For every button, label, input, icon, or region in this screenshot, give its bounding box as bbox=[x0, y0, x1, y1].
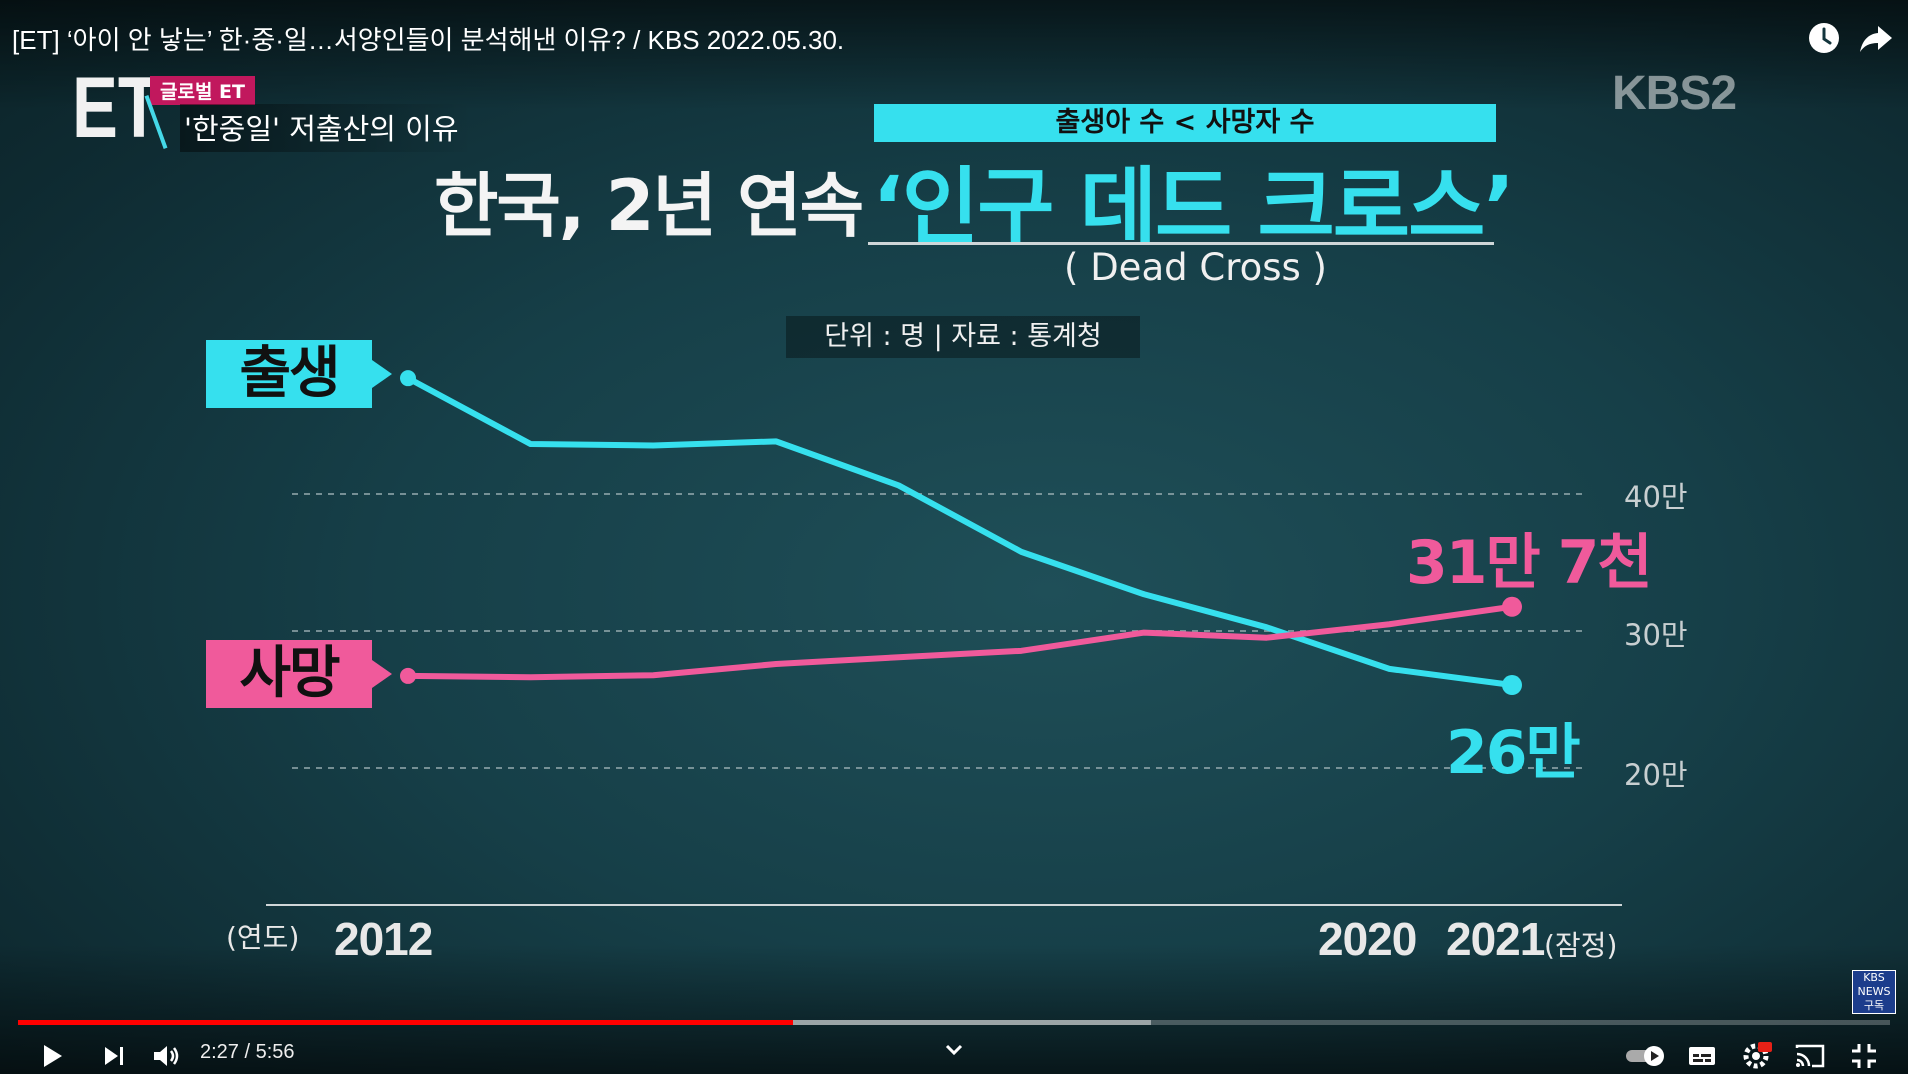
time-display: 2:27 / 5:56 bbox=[200, 1041, 295, 1064]
cast-icon[interactable] bbox=[1792, 1038, 1828, 1074]
channel-logo: KBS2 bbox=[1612, 67, 1737, 120]
next-icon[interactable] bbox=[96, 1038, 132, 1074]
et-logo: ET bbox=[72, 60, 160, 156]
progress-played bbox=[18, 1020, 793, 1025]
headline-underline bbox=[868, 242, 1494, 245]
chevron-down-icon[interactable] bbox=[936, 1032, 972, 1068]
et-subtitle: '한중일' 저출산의 이유 bbox=[180, 104, 473, 152]
current-time: 2:27 bbox=[200, 1041, 239, 1063]
et-tag: 글로벌 ET bbox=[150, 76, 255, 105]
series-tag-death: 사망 bbox=[206, 640, 372, 708]
x-tick-label: 2021 bbox=[1446, 913, 1545, 965]
x-tick-label: 2020 bbox=[1318, 913, 1417, 965]
progress-bar[interactable] bbox=[18, 1020, 1890, 1025]
comparison-banner: 출생아 수 < 사망자 수 bbox=[874, 104, 1496, 142]
headline-english: ( Dead Cross ) bbox=[1064, 246, 1327, 289]
series-line-birth bbox=[406, 375, 1513, 689]
death-end-label: 31만 7천 bbox=[1406, 528, 1653, 598]
watch-later-icon[interactable] bbox=[1804, 18, 1844, 58]
top-gradient bbox=[0, 0, 1908, 110]
birth-point-2012 bbox=[400, 370, 416, 387]
series-line-death bbox=[407, 603, 1513, 681]
settings-icon[interactable] bbox=[1738, 1038, 1774, 1074]
x-axis-title: (연도) bbox=[226, 921, 300, 954]
time-separator: / bbox=[244, 1041, 251, 1063]
series-tag-birth-arrow bbox=[372, 360, 392, 388]
share-icon[interactable] bbox=[1856, 18, 1896, 58]
subscribe-badge[interactable]: KBS NEWS 구독 bbox=[1852, 970, 1896, 1014]
y-tick-label: 40만 bbox=[1624, 480, 1688, 514]
birth-end-label: 26만 bbox=[1446, 718, 1581, 788]
video-title[interactable]: [ET] ‘아이 안 낳는’ 한·중·일…서양인들이 분석해낸 이유? / KB… bbox=[12, 25, 845, 55]
headline: 한국, 2년 연속 bbox=[434, 165, 864, 247]
series-tag-death-arrow bbox=[372, 660, 392, 688]
exit-fullscreen-icon[interactable] bbox=[1846, 1038, 1882, 1074]
x-tick-suffix: (잠정) bbox=[1544, 929, 1618, 962]
captions-icon[interactable] bbox=[1684, 1038, 1720, 1074]
death-point-2021 bbox=[1502, 596, 1522, 617]
total-time: 5:56 bbox=[255, 1041, 295, 1063]
play-icon[interactable] bbox=[34, 1038, 70, 1074]
death-point-2012 bbox=[400, 667, 416, 684]
x-tick-label: 2012 bbox=[334, 913, 433, 965]
autoplay-toggle-icon[interactable] bbox=[1624, 1038, 1668, 1074]
volume-icon[interactable] bbox=[148, 1038, 184, 1074]
unit-source-note: 단위 : 명 | 자료 : 통계청 bbox=[786, 316, 1140, 358]
headline-highlight: ‘인구 데드 크로스’ bbox=[872, 158, 1515, 256]
y-tick-label: 20만 bbox=[1624, 758, 1688, 792]
birth-point-2021 bbox=[1502, 675, 1522, 696]
y-tick-label: 30만 bbox=[1624, 618, 1688, 652]
series-tag-birth: 출생 bbox=[206, 340, 372, 408]
